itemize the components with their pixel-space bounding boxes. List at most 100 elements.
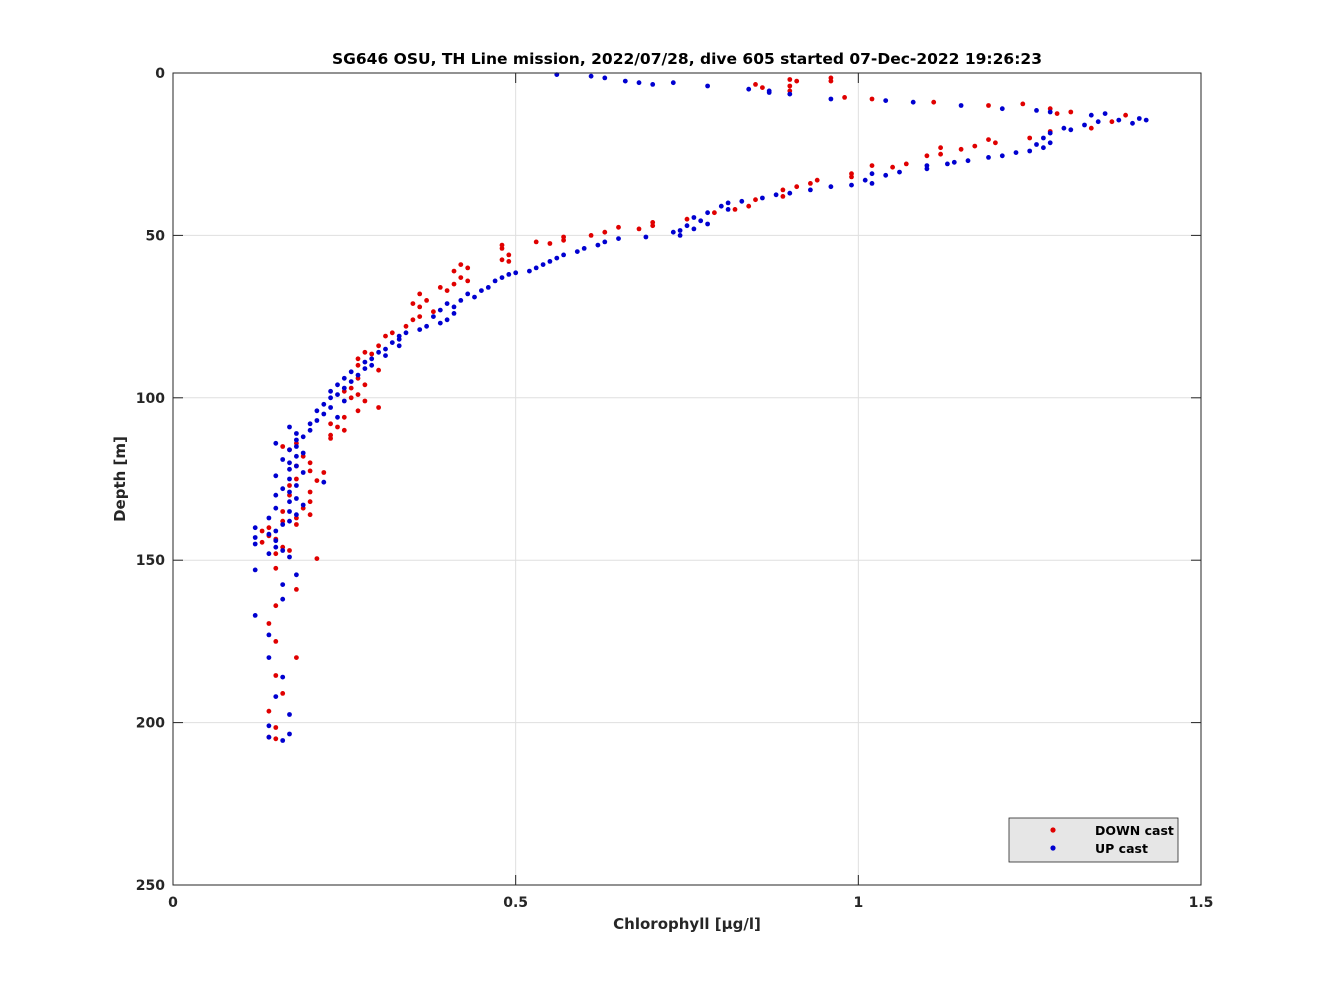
data-point-up-cast [252, 613, 258, 618]
data-point-up-cast [328, 405, 333, 410]
data-point-up-cast [677, 228, 683, 233]
data-point-down-cast [417, 291, 423, 297]
data-point-up-cast [280, 596, 286, 602]
data-point-down-cast [869, 163, 875, 169]
data-point-down-cast [602, 229, 608, 235]
data-point-up-cast [396, 336, 402, 342]
data-point-down-cast [972, 143, 978, 149]
data-point-up-cast [492, 278, 498, 284]
data-point-up-cast [451, 311, 457, 316]
data-point-down-cast [1020, 101, 1026, 107]
data-point-down-cast [760, 85, 765, 90]
data-point-down-cast [417, 304, 423, 310]
data-point-down-cast [499, 246, 505, 251]
data-point-down-cast [499, 257, 505, 263]
data-point-down-cast [1088, 125, 1094, 131]
data-point-up-cast [252, 525, 258, 531]
data-point-up-cast [1082, 122, 1087, 128]
data-point-down-cast [314, 556, 320, 561]
data-point-down-cast [314, 478, 320, 483]
data-point-up-cast [472, 294, 477, 300]
data-point-up-cast [965, 158, 971, 164]
data-point-down-cast [307, 489, 313, 495]
data-point-up-cast [650, 82, 656, 87]
data-point-up-cast [287, 712, 292, 717]
data-point-up-cast [1041, 135, 1046, 141]
x-axis-label: Chlorophyll [μg/l] [613, 915, 761, 933]
data-point-up-cast [506, 272, 512, 277]
data-point-down-cast [732, 207, 738, 212]
data-point-up-cast [355, 372, 361, 378]
data-point-down-cast [444, 288, 450, 293]
data-point-down-cast [849, 174, 854, 180]
data-point-up-cast [527, 268, 532, 274]
data-point-up-cast [1088, 112, 1094, 118]
data-point-down-cast [410, 317, 416, 323]
y-tick-label: 100 [136, 391, 165, 407]
data-point-up-cast [849, 182, 854, 188]
data-point-down-cast [780, 187, 786, 193]
data-point-up-cast [479, 288, 484, 293]
data-point-down-cast [437, 285, 443, 290]
y-tick-label: 50 [146, 228, 166, 244]
data-point-down-cast [266, 708, 272, 714]
data-point-up-cast [417, 327, 423, 332]
data-point-down-cast [410, 301, 416, 306]
data-point-up-cast [369, 362, 375, 368]
data-point-down-cast [307, 460, 313, 466]
data-point-up-cast [705, 210, 710, 216]
data-point-down-cast [499, 242, 505, 248]
data-point-up-cast [294, 512, 299, 518]
data-point-up-cast [1034, 108, 1039, 113]
data-point-up-cast [444, 301, 450, 306]
data-point-down-cast [362, 382, 368, 388]
data-point-up-cast [287, 466, 292, 472]
data-point-up-cast [862, 177, 868, 183]
data-point-up-cast [1136, 116, 1142, 121]
data-point-up-cast [499, 275, 505, 280]
data-point-down-cast [993, 140, 998, 146]
data-point-up-cast [300, 470, 306, 475]
data-point-down-cast [307, 468, 313, 474]
data-point-down-cast [787, 77, 793, 82]
data-point-up-cast [533, 265, 539, 271]
data-point-up-cast [999, 153, 1005, 159]
data-point-up-cast [341, 375, 347, 381]
data-points [252, 72, 1149, 743]
data-point-up-cast [595, 242, 601, 248]
data-point-up-cast [883, 172, 889, 178]
data-point-up-cast [273, 473, 279, 479]
data-point-up-cast [1061, 125, 1067, 131]
data-point-down-cast [458, 275, 464, 280]
data-point-down-cast [808, 181, 813, 186]
data-point-up-cast [828, 96, 834, 102]
data-point-up-cast [677, 233, 683, 238]
data-point-down-cast [465, 265, 471, 271]
data-point-up-cast [287, 476, 292, 482]
data-point-down-cast [794, 184, 800, 190]
data-point-up-cast [328, 388, 333, 394]
legend-label-up-cast: UP cast [1095, 841, 1148, 856]
data-point-up-cast [670, 229, 676, 235]
data-point-down-cast [280, 518, 286, 524]
data-point-up-cast [396, 343, 402, 349]
data-point-down-cast [376, 343, 381, 349]
plot-background [173, 73, 1201, 885]
data-point-up-cast [705, 221, 710, 227]
data-point-up-cast [287, 424, 292, 430]
data-point-up-cast [1047, 109, 1053, 115]
data-point-down-cast [1068, 109, 1074, 115]
data-point-down-cast [273, 565, 279, 571]
data-point-up-cast [335, 414, 340, 420]
data-point-up-cast [273, 492, 279, 498]
data-point-down-cast [1109, 119, 1115, 125]
y-tick-label: 250 [136, 878, 165, 894]
legend-box [1008, 817, 1179, 863]
data-point-down-cast [1123, 112, 1128, 118]
data-point-up-cast [725, 207, 731, 212]
data-point-up-cast [869, 181, 875, 186]
data-point-up-cast [280, 738, 286, 743]
data-point-up-cast [465, 291, 471, 297]
data-point-down-cast [869, 96, 875, 102]
data-point-up-cast [348, 369, 354, 375]
